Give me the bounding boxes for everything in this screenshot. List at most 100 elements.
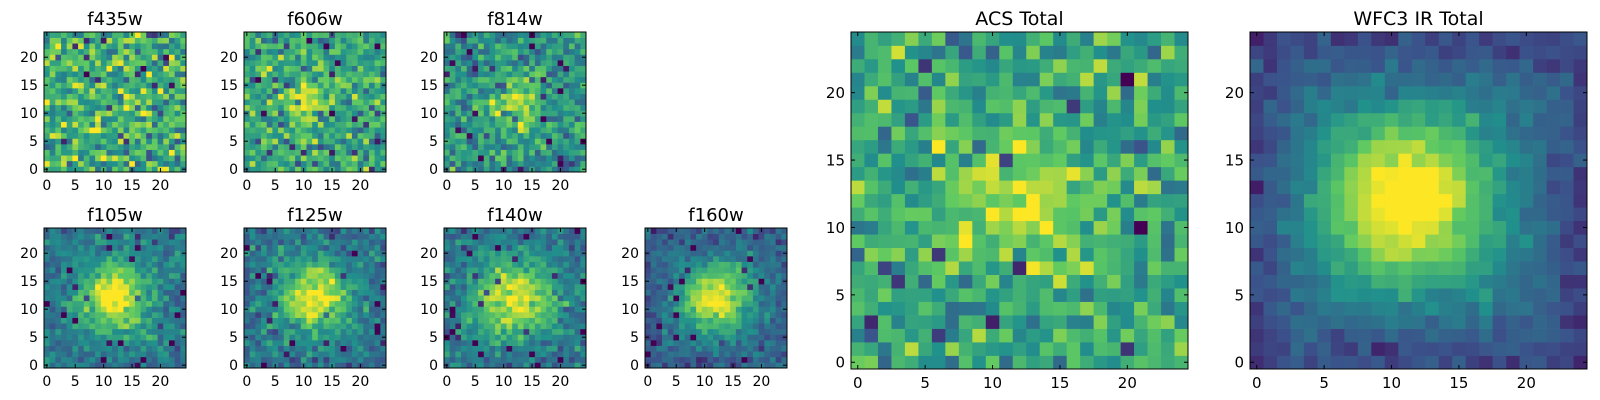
heatmap-cell bbox=[289, 48, 296, 55]
heatmap-cell bbox=[563, 155, 570, 162]
heatmap-cell bbox=[1066, 261, 1081, 275]
heatmap-cell bbox=[489, 144, 496, 150]
heatmap-cell bbox=[580, 244, 587, 251]
heatmap-cell bbox=[351, 362, 358, 369]
heatmap-cell bbox=[523, 312, 530, 318]
heatmap-cell bbox=[317, 306, 324, 313]
heatmap-cell bbox=[489, 362, 496, 369]
heatmap-cell bbox=[506, 306, 513, 313]
heatmap-cell bbox=[701, 250, 708, 257]
heatmap-cell bbox=[329, 289, 336, 296]
heatmap-cell bbox=[306, 323, 313, 330]
heatmap-cell bbox=[529, 37, 536, 44]
heatmap-cell bbox=[334, 99, 341, 106]
heatmap-cell bbox=[255, 99, 262, 106]
heatmap-cell bbox=[123, 323, 130, 330]
heatmap-cell bbox=[295, 267, 302, 274]
heatmap-cell bbox=[89, 233, 96, 240]
heatmap-cell bbox=[95, 239, 102, 246]
heatmap-cell bbox=[357, 239, 364, 246]
heatmap-cell bbox=[174, 244, 181, 251]
x-tick-label: 15 bbox=[123, 374, 141, 390]
heatmap-cell bbox=[534, 110, 541, 117]
heatmap-cell bbox=[261, 121, 268, 128]
heatmap-cell bbox=[690, 300, 697, 307]
heatmap-cell bbox=[455, 132, 462, 139]
heatmap-cell bbox=[534, 306, 541, 313]
heatmap-cell bbox=[466, 300, 473, 307]
heatmap-cell bbox=[546, 233, 553, 240]
heatmap-cell bbox=[1147, 247, 1162, 262]
heatmap-cell bbox=[449, 244, 456, 251]
heatmap-cell bbox=[690, 356, 697, 363]
heatmap-cell bbox=[157, 132, 164, 139]
heatmap-cell bbox=[72, 278, 79, 285]
heatmap-cell bbox=[472, 312, 479, 318]
heatmap-cell bbox=[334, 362, 341, 369]
heatmap-cell bbox=[851, 193, 865, 208]
heatmap-cell bbox=[174, 65, 181, 72]
heatmap-cell bbox=[563, 244, 570, 251]
heatmap-cell bbox=[662, 256, 669, 262]
heatmap-cell bbox=[557, 317, 564, 324]
heatmap-cell bbox=[380, 32, 387, 38]
heatmap-cell bbox=[278, 82, 285, 89]
heatmap-cell bbox=[523, 306, 530, 313]
heatmap-cell bbox=[340, 93, 347, 100]
heatmap-cell bbox=[455, 138, 462, 145]
heatmap-cell bbox=[517, 37, 524, 44]
heatmap-cell bbox=[312, 37, 319, 44]
heatmap-cell bbox=[472, 54, 479, 61]
heatmap-cell bbox=[580, 228, 587, 234]
heatmap-cell bbox=[999, 247, 1014, 262]
heatmap-cell bbox=[891, 261, 906, 275]
heatmap-cell bbox=[300, 65, 307, 72]
heatmap-cell bbox=[650, 334, 657, 341]
heatmap-cell bbox=[540, 93, 547, 100]
heatmap-cell bbox=[449, 267, 456, 274]
heatmap-cell bbox=[255, 110, 262, 117]
heatmap-cell bbox=[66, 362, 73, 369]
heatmap-cell bbox=[174, 48, 181, 55]
heatmap-cell bbox=[129, 284, 136, 290]
heatmap-cell bbox=[55, 93, 62, 100]
heatmap-cell bbox=[667, 289, 674, 296]
heatmap-cell bbox=[574, 356, 581, 363]
heatmap-cell bbox=[701, 278, 708, 285]
heatmap-cell bbox=[163, 71, 170, 78]
heatmap-cell bbox=[278, 340, 285, 346]
heatmap-cell bbox=[455, 317, 462, 324]
heatmap-cell bbox=[134, 121, 141, 128]
heatmap-cell bbox=[117, 340, 124, 346]
heatmap-cell bbox=[517, 278, 524, 285]
heatmap-cell bbox=[512, 149, 519, 156]
heatmap-cell bbox=[506, 155, 513, 162]
heatmap-cell bbox=[151, 43, 158, 50]
heatmap-cell bbox=[278, 76, 285, 83]
heatmap-cell bbox=[701, 244, 708, 251]
heatmap-cell bbox=[66, 138, 73, 145]
heatmap-cell bbox=[574, 312, 581, 318]
heatmap-cell bbox=[368, 43, 375, 50]
heatmap-cell bbox=[517, 71, 524, 78]
heatmap-cell bbox=[455, 116, 462, 122]
heatmap-cell bbox=[83, 295, 90, 302]
heatmap-cell bbox=[563, 110, 570, 117]
heatmap-cell bbox=[134, 256, 141, 262]
heatmap-cell bbox=[351, 267, 358, 274]
heatmap-cell bbox=[374, 32, 381, 38]
heatmap-cell bbox=[506, 233, 513, 240]
heatmap-cell bbox=[985, 207, 1000, 222]
heatmap-cell bbox=[724, 300, 731, 307]
heatmap-cell bbox=[106, 272, 113, 279]
heatmap-cell bbox=[83, 334, 90, 341]
heatmap-cell bbox=[495, 88, 502, 94]
heatmap-cell bbox=[461, 356, 468, 363]
heatmap-cell bbox=[363, 351, 370, 358]
heatmap-cell bbox=[466, 93, 473, 100]
heatmap-cell bbox=[574, 54, 581, 61]
heatmap-cell bbox=[972, 328, 987, 343]
heatmap-cell bbox=[100, 76, 107, 83]
heatmap-cell bbox=[83, 99, 90, 106]
